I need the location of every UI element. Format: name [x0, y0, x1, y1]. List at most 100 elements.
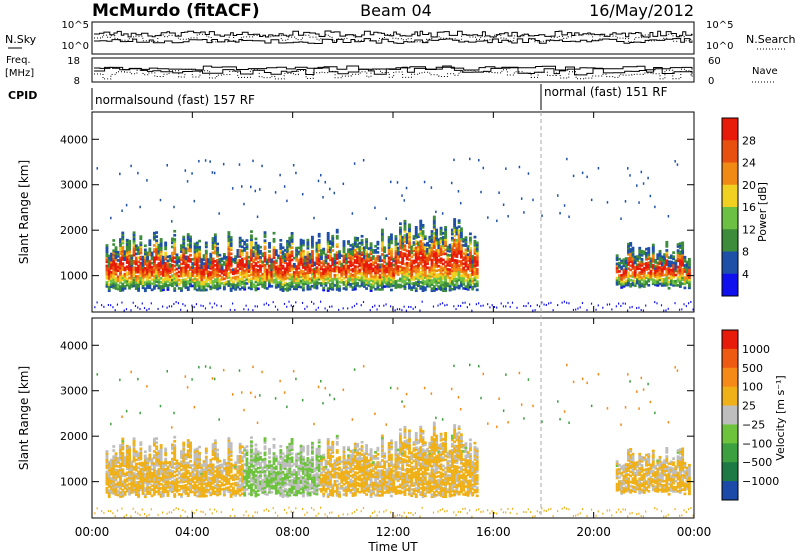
power-cell [268, 284, 271, 288]
velocity-cell [161, 478, 165, 481]
power-cell [367, 267, 371, 271]
power-cell [259, 278, 262, 282]
power-cell [631, 279, 635, 283]
power-cell [444, 264, 448, 268]
power-cell [358, 256, 362, 259]
velocity-cell [191, 478, 195, 482]
power-cell [279, 284, 283, 287]
velocity-cell [116, 456, 120, 460]
power-cell [177, 270, 181, 274]
power-cell [189, 243, 192, 247]
velocity-cell [116, 489, 120, 493]
power-cell [631, 261, 635, 264]
velocity-cell [195, 472, 199, 475]
power-cell [387, 264, 391, 268]
power-cell [365, 281, 369, 284]
power-cell [356, 251, 359, 254]
velocity-cell [107, 466, 111, 470]
power-cell [439, 275, 443, 279]
power-cell [471, 259, 475, 262]
power-cell [295, 277, 299, 281]
power-cell [633, 274, 637, 277]
power-cell [198, 286, 201, 290]
power-cell [437, 273, 441, 276]
power-cell [252, 274, 256, 278]
velocity-cell [150, 488, 154, 491]
power-cell [288, 283, 292, 287]
power-cell [685, 268, 689, 272]
power-cell [349, 284, 353, 288]
power-cell [435, 263, 438, 267]
power-cell [387, 258, 391, 262]
velocity-cell [200, 484, 204, 488]
power-cell [116, 265, 120, 268]
power-cell [186, 233, 190, 236]
velocity-cell [137, 476, 141, 480]
power-cell [342, 272, 346, 276]
power-cell [290, 281, 294, 284]
power-cell [464, 273, 468, 276]
power-cell [114, 256, 118, 260]
power-cell [171, 276, 174, 279]
velocity-cell [130, 482, 134, 486]
power-cell [441, 268, 445, 272]
velocity-cell [216, 491, 220, 495]
velocity-cell [139, 484, 143, 487]
power-cell [125, 279, 129, 283]
power-cell [455, 283, 459, 287]
power-cell [125, 265, 129, 269]
power-cell [444, 283, 448, 286]
power-cell [198, 276, 201, 280]
power-cell [360, 241, 364, 244]
velocity-cell [105, 452, 109, 455]
power-cell [198, 264, 201, 267]
power-cell [121, 254, 125, 257]
power-cell [299, 285, 303, 289]
power-cell [464, 252, 468, 256]
power-cell [383, 250, 387, 254]
power-cell [105, 270, 109, 274]
power-cell [281, 254, 285, 258]
power-cell [195, 251, 199, 255]
power-cell [322, 249, 326, 253]
power-cell [317, 263, 321, 267]
power-cell [647, 263, 651, 267]
power-cell [428, 252, 432, 255]
power-cell [629, 258, 633, 261]
power-cell [351, 261, 355, 265]
power-cell [627, 253, 630, 256]
velocity-cell [207, 464, 210, 467]
power-cell [204, 251, 208, 255]
power-cell [299, 259, 303, 262]
velocity-cell [195, 463, 199, 467]
velocity-cell [211, 449, 215, 452]
power-cell [656, 263, 660, 267]
power-cell [250, 265, 253, 268]
power-cell [678, 272, 682, 276]
velocity-cell [114, 462, 118, 466]
power-cell [683, 266, 687, 269]
power-cell [380, 275, 384, 279]
power-cell [128, 286, 131, 290]
velocity-cell [209, 462, 213, 466]
power-cell [301, 264, 305, 267]
power-cell [313, 271, 317, 275]
power-cell [299, 246, 303, 250]
power-cell [665, 259, 669, 262]
power-cell [148, 280, 152, 283]
power-cell [475, 274, 479, 277]
velocity-cell [195, 480, 199, 483]
power-cell [333, 284, 337, 287]
power-cell [277, 254, 280, 258]
power-cell [667, 266, 671, 270]
power-cell [200, 274, 204, 278]
power-cell [453, 250, 457, 254]
power-cell [423, 237, 427, 241]
power-cell [459, 233, 463, 237]
velocity-cell [141, 478, 145, 481]
power-cell [389, 235, 393, 239]
velocity-cell [148, 482, 152, 485]
velocity-cell [161, 461, 165, 465]
power-cell [148, 276, 152, 279]
power-cell [225, 256, 229, 259]
